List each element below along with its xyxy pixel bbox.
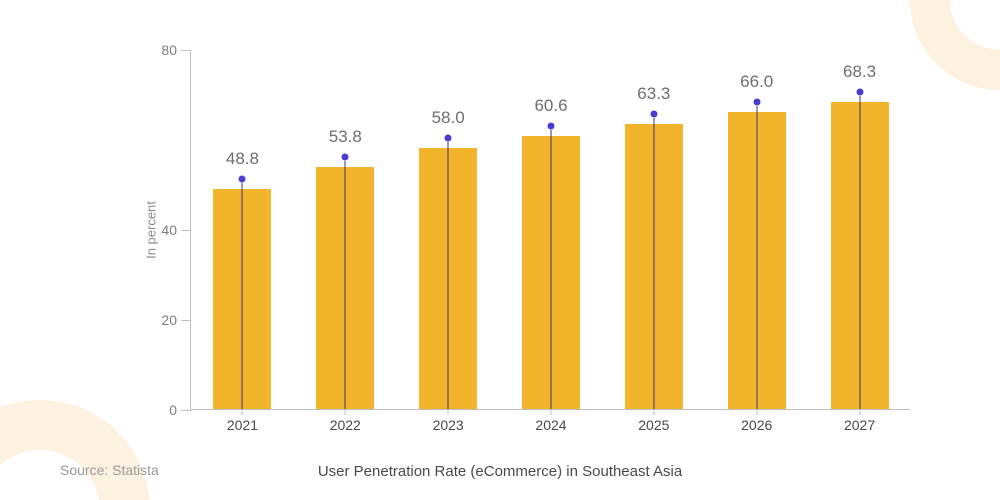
x-tick-label: 2027	[844, 417, 875, 433]
decorative-ring-top-right	[910, 0, 1000, 90]
bar-stem	[242, 183, 243, 409]
x-tick-label: 2025	[638, 417, 669, 433]
bar-value-label: 53.8	[329, 127, 362, 147]
x-tick	[242, 409, 243, 415]
bar-dot-icon	[753, 99, 760, 106]
bar-value-label: 48.8	[226, 149, 259, 169]
bar-stem	[551, 130, 552, 409]
x-tick	[551, 409, 552, 415]
y-tick	[181, 320, 191, 321]
y-axis-label: In percent	[144, 201, 159, 259]
bar-stem	[653, 118, 654, 409]
y-tick-label: 40	[161, 222, 177, 238]
bar-dot-icon	[445, 135, 452, 142]
y-tick-label: 20	[161, 312, 177, 328]
bar: 68.3	[831, 102, 889, 409]
x-tick-label: 2026	[741, 417, 772, 433]
y-tick-label: 80	[161, 42, 177, 58]
bar-dot-icon	[650, 111, 657, 118]
bar-value-label: 66.0	[740, 72, 773, 92]
bar-stem	[859, 96, 860, 409]
bar-dot-icon	[548, 123, 555, 130]
bar: 63.3	[625, 124, 683, 409]
bar-dot-icon	[342, 153, 349, 160]
bar-value-label: 63.3	[637, 84, 670, 104]
bar-dot-icon	[239, 176, 246, 183]
decorative-ring-bottom-left	[0, 400, 150, 500]
bar-value-label: 60.6	[534, 96, 567, 116]
bar: 66.0	[728, 112, 786, 409]
bar-value-label: 68.3	[843, 62, 876, 82]
chart: In percent 020408048.8202153.8202258.020…	[140, 50, 910, 410]
bar: 60.6	[522, 136, 580, 409]
bar: 53.8	[316, 167, 374, 409]
x-tick-label: 2024	[535, 417, 566, 433]
chart-caption: User Penetration Rate (eCommerce) in Sou…	[0, 463, 1000, 480]
bar-dot-icon	[856, 88, 863, 95]
x-tick	[448, 409, 449, 415]
x-tick	[653, 409, 654, 415]
x-tick-label: 2021	[227, 417, 258, 433]
plot-area: In percent 020408048.8202153.8202258.020…	[190, 50, 910, 410]
bar: 48.8	[213, 189, 271, 409]
x-tick	[859, 409, 860, 415]
x-tick	[345, 409, 346, 415]
bar: 58.0	[419, 148, 477, 409]
bar-stem	[448, 142, 449, 409]
y-tick	[181, 410, 191, 411]
bar-value-label: 58.0	[432, 108, 465, 128]
bar-stem	[756, 106, 757, 409]
x-tick	[756, 409, 757, 415]
y-tick	[181, 230, 191, 231]
y-tick-label: 0	[169, 402, 177, 418]
x-tick-label: 2022	[330, 417, 361, 433]
y-tick	[181, 50, 191, 51]
bar-stem	[345, 161, 346, 409]
x-tick-label: 2023	[433, 417, 464, 433]
